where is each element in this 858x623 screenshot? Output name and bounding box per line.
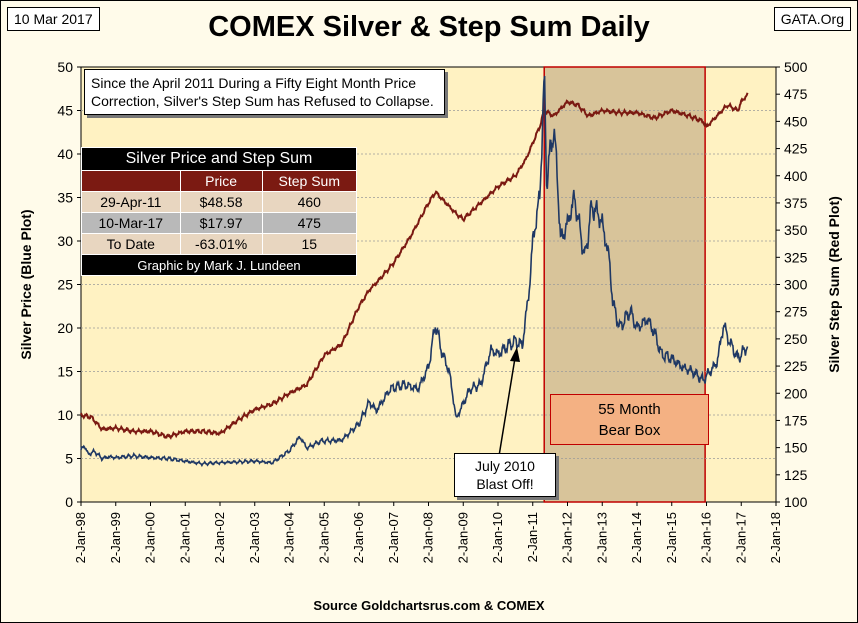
annotation-note: Since the April 2011 During a Fifty Eigh… xyxy=(84,69,445,115)
july-note-line2: Blast Off! xyxy=(476,476,534,492)
table-cell: -63.01% xyxy=(179,233,263,255)
table-cell: 460 xyxy=(261,191,358,213)
table-header-cell: Price xyxy=(179,170,263,192)
x-tick-label: 2-Jan-07 xyxy=(386,512,401,563)
y-right-tick-label: 150 xyxy=(784,440,808,456)
y-left-tick-label: 30 xyxy=(57,233,73,249)
table-cell: 29-Apr-11 xyxy=(81,191,181,213)
x-tick-label: 2-Jan-15 xyxy=(664,512,679,563)
x-tick-label: 2-Jan-17 xyxy=(733,512,748,563)
x-tick-label: 2-Jan-98 xyxy=(73,512,88,563)
y-right-tick-label: 500 xyxy=(784,59,808,75)
y-right-tick-label: 375 xyxy=(784,195,808,211)
x-tick-label: 2-Jan-14 xyxy=(629,512,644,563)
y-left-tick-label: 0 xyxy=(65,494,73,510)
y-left-tick-label: 25 xyxy=(57,277,73,293)
y-right-tick-label: 475 xyxy=(784,86,808,102)
table-cell: $17.97 xyxy=(179,212,263,234)
x-tick-label: 2-Jan-10 xyxy=(490,512,505,563)
y-left-tick-label: 45 xyxy=(57,103,73,119)
table-row: To Date -63.01% 15 xyxy=(81,233,358,255)
table-cell: $48.58 xyxy=(179,191,263,213)
july-arrow-shaft xyxy=(498,357,516,457)
july-arrow-head xyxy=(510,347,520,362)
summary-table: Silver Price and Step Sum Price Step Sum… xyxy=(81,147,358,276)
x-tick-label: 2-Jan-09 xyxy=(455,512,470,563)
y-right-axis-label: Silver Step Sum (Red Plot) xyxy=(826,196,842,373)
bear-box-line1: 55 Month xyxy=(598,400,661,418)
y-right-tick-label: 100 xyxy=(784,494,808,510)
table-row: 29-Apr-11 $48.58 460 xyxy=(81,191,358,213)
july-2010-note: July 2010 Blast Off! xyxy=(454,453,556,497)
y-right-tick-label: 300 xyxy=(784,277,808,293)
table-row: 10-Mar-17 $17.97 475 xyxy=(81,212,358,234)
x-tick-label: 2-Jan-08 xyxy=(421,512,436,563)
x-tick-label: 2-Jan-05 xyxy=(316,512,331,563)
y-left-tick-label: 10 xyxy=(57,407,73,423)
chart-title: COMEX Silver & Step Sum Daily xyxy=(208,11,650,43)
source-footer: Source Goldchartsrus.com & COMEX xyxy=(313,598,545,613)
table-header-cell xyxy=(81,170,181,192)
y-right-tick-label: 200 xyxy=(784,385,808,401)
x-tick-label: 2-Jan-12 xyxy=(560,512,575,563)
source-tag: GATA.Org xyxy=(773,7,851,31)
x-tick-label: 2-Jan-16 xyxy=(699,512,714,563)
y-right-tick-label: 275 xyxy=(784,304,808,320)
table-title: Silver Price and Step Sum xyxy=(81,147,357,171)
y-left-tick-label: 5 xyxy=(65,451,73,467)
x-tick-label: 2-Jan-13 xyxy=(594,512,609,563)
x-tick-label: 2-Jan-18 xyxy=(768,512,783,563)
y-right-tick-label: 175 xyxy=(784,412,808,428)
x-tick-label: 2-Jan-01 xyxy=(177,512,192,563)
x-tick-label: 2-Jan-99 xyxy=(108,512,123,563)
y-right-tick-label: 450 xyxy=(784,113,808,129)
table-cell: 475 xyxy=(261,212,358,234)
y-right-tick-label: 425 xyxy=(784,141,808,157)
x-tick-label: 2-Jan-04 xyxy=(282,512,297,563)
y-left-tick-label: 20 xyxy=(57,320,73,336)
july-note-line1: July 2010 xyxy=(475,458,535,474)
y-left-tick-label: 50 xyxy=(57,59,73,75)
y-right-tick-label: 225 xyxy=(784,358,808,374)
y-right-tick-label: 250 xyxy=(784,331,808,347)
y-left-tick-label: 40 xyxy=(57,146,73,162)
date-label: 10 Mar 2017 xyxy=(7,7,100,31)
table-cell: 15 xyxy=(261,233,358,255)
y-left-axis-label: Silver Price (Blue Plot) xyxy=(18,209,34,359)
table-cell: To Date xyxy=(81,233,181,255)
x-tick-label: 2-Jan-11 xyxy=(525,512,540,562)
y-right-tick-label: 125 xyxy=(784,467,808,483)
bear-box-label: 55 Month Bear Box xyxy=(550,394,709,445)
silver-price-line xyxy=(80,75,749,468)
table-credit: Graphic by Mark J. Lundeen xyxy=(81,254,357,276)
table-cell: 10-Mar-17 xyxy=(81,212,181,234)
y-left-tick-label: 35 xyxy=(57,190,73,206)
x-tick-label: 2-Jan-06 xyxy=(351,512,366,563)
y-left-tick-label: 15 xyxy=(57,364,73,380)
y-right-tick-label: 400 xyxy=(784,168,808,184)
x-tick-label: 2-Jan-03 xyxy=(247,512,262,563)
bear-box-line2: Bear Box xyxy=(598,421,661,439)
x-tick-label: 2-Jan-00 xyxy=(143,512,158,563)
x-tick-label: 2-Jan-02 xyxy=(212,512,227,563)
table-header-cell: Step Sum xyxy=(261,170,358,192)
y-right-tick-label: 325 xyxy=(784,249,808,265)
step-sum-line xyxy=(80,92,749,440)
y-right-tick-label: 350 xyxy=(784,222,808,238)
